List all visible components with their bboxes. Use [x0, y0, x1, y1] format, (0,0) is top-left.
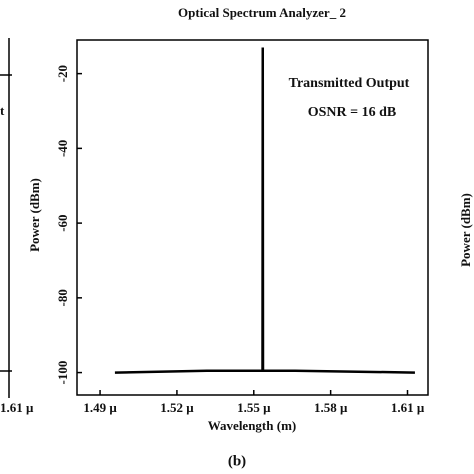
- y-tick-label: -100: [55, 361, 70, 385]
- left-panel-tick-label: 1.61 μ: [0, 400, 34, 415]
- caption: (b): [228, 453, 246, 469]
- x-tick-label: 1.55 μ: [237, 400, 271, 415]
- y-tick-label: -40: [55, 140, 70, 157]
- x-tick-label: 1.49 μ: [83, 400, 117, 415]
- y-tick-label: -60: [55, 214, 70, 231]
- x-tick-label: 1.52 μ: [160, 400, 194, 415]
- annotation: OSNR = 16 dB: [308, 105, 397, 120]
- annotation: Transmitted Output: [289, 76, 410, 91]
- x-tick-label: 1.61 μ: [391, 400, 425, 415]
- x-axis-label: Wavelength (m): [208, 418, 296, 433]
- y-axis-label: Power (dBm): [27, 178, 42, 252]
- y-tick-label: -80: [55, 289, 70, 306]
- spectrum-line: [114, 47, 415, 374]
- right-panel-y-label: Power (dBm): [458, 193, 473, 267]
- chart-title: Optical Spectrum Analyzer_ 2: [178, 5, 346, 20]
- y-tick-label: -20: [55, 65, 70, 82]
- x-tick-label: 1.58 μ: [314, 400, 348, 415]
- plot-frame: [76, 39, 429, 396]
- left-panel-text: t: [0, 103, 5, 118]
